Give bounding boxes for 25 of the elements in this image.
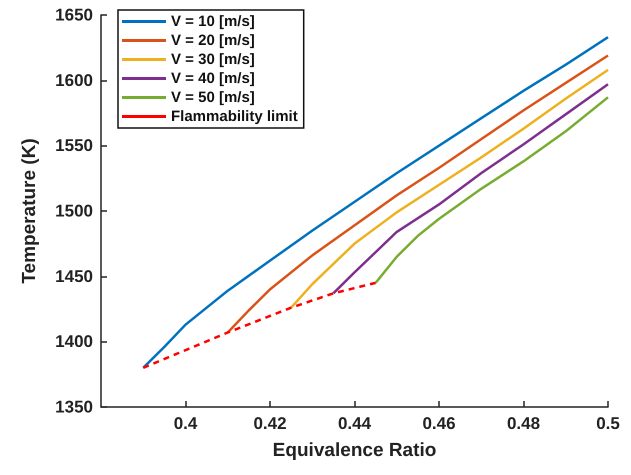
legend-label: Flammability limit [171,108,298,125]
legend-label: V = 10 [m/s] [171,13,255,30]
x-tick-label: 0.5 [596,414,620,433]
y-tick-label: 1500 [55,202,93,220]
x-axis-title: Equivalence Ratio [272,440,436,461]
x-tick-label: 0.42 [253,414,287,433]
line-series [374,96,610,284]
x-tick-label: 0.46 [422,414,456,433]
legend-label: V = 50 [m/s] [171,89,255,106]
y-axis-title: Temperature (K) [19,138,40,284]
legend-label: V = 40 [m/s] [171,70,255,87]
line-series [332,83,610,295]
y-tick-label: 1400 [55,332,93,352]
x-tick-label: 0.4 [174,414,198,433]
legend-label: V = 20 [m/s] [171,32,255,49]
y-tick-label: 1550 [55,136,93,156]
y-tick-label: 1350 [55,398,93,416]
line-series [142,282,377,370]
x-tick-label: 0.48 [506,414,540,433]
x-tick-label: 0.44 [338,414,372,433]
line-series [142,36,610,370]
y-tick-label: 1450 [55,266,93,286]
y-tick-label: 1650 [55,6,93,24]
y-tick-label: 1600 [55,70,93,90]
legend-label: V = 30 [m/s] [171,51,255,68]
